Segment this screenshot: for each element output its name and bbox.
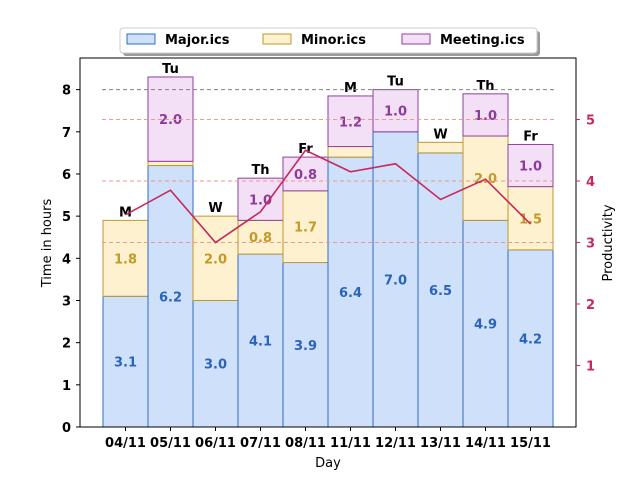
y-axis-right-title: Productivity <box>601 204 616 281</box>
y-axis-title: Time in hours <box>40 199 55 289</box>
segment-value-label: 7.0 <box>384 273 407 288</box>
productivity-line <box>125 149 532 244</box>
bar-segment-minor <box>462 135 509 221</box>
x-tick-label: 05/11 <box>150 436 191 451</box>
segment-value-label: 2.0 <box>159 113 182 128</box>
segment-value-label: 4.9 <box>474 318 497 333</box>
legend-label-minor: Minor.ics <box>301 33 366 48</box>
day-of-week-label: Th <box>251 163 269 178</box>
legend-label-major: Major.ics <box>165 33 230 48</box>
x-tick-label: 06/11 <box>195 436 236 451</box>
y-axis-left: 0 1 2 3 4 5 6 7 8 <box>62 84 80 436</box>
segment-value-label: 6.5 <box>429 284 452 299</box>
x-axis: 04/11 05/11 06/11 07/11 08/11 11/11 12/11 13/11… <box>105 427 551 451</box>
day-of-week-label: M <box>119 205 132 220</box>
y-tick-label: 5 <box>62 210 71 225</box>
bar-segment-major <box>282 262 329 428</box>
bar-segment-major <box>507 249 554 428</box>
y-right-tick-label: 3 <box>586 237 595 252</box>
bar-segment-minor <box>237 219 284 255</box>
segment-value-label: 4.1 <box>249 335 272 350</box>
legend-swatch-meeting <box>401 33 431 45</box>
y-tick-label: 6 <box>62 168 71 183</box>
guide-line-group <box>102 89 554 243</box>
x-tick-label: 11/11 <box>330 436 371 451</box>
x-axis-title: Day <box>315 456 341 471</box>
segment-value-label: 1.0 <box>474 109 497 124</box>
segment-label-group: 3.1 1.8 6.2 2.0 3.0 2.0 4.1 0.8 1.0 3.9 1.7 0.8 6.4 1… <box>114 105 542 373</box>
x-tick-label: 12/11 <box>375 436 416 451</box>
bar-segment-minor <box>192 215 239 301</box>
y-axis-right: 1 2 3 4 5 <box>576 114 595 375</box>
legend-swatch-major <box>126 33 156 45</box>
bar-segment-meeting <box>327 95 374 148</box>
day-of-week-label: Fr <box>523 129 538 144</box>
day-of-week-label: Th <box>476 79 494 94</box>
legend: Major.ics Minor.ics Meeting.ics <box>119 27 540 56</box>
bar-segment-major <box>462 219 509 428</box>
legend-label-meeting: Meeting.ics <box>440 33 525 48</box>
legend-box <box>119 27 538 54</box>
segment-value-label: 1.7 <box>294 221 317 236</box>
x-tick-label: 13/11 <box>420 436 461 451</box>
segment-value-label: 1.0 <box>384 105 407 120</box>
y-right-tick-label: 5 <box>586 114 595 129</box>
segment-value-label: 3.1 <box>114 356 137 371</box>
segment-value-label: 1.8 <box>114 252 137 267</box>
bar-group <box>102 76 554 428</box>
bar-segment-meeting <box>507 143 554 188</box>
y-tick-label: 2 <box>62 337 71 352</box>
x-tick-label: 07/11 <box>240 436 281 451</box>
segment-value-label: 0.8 <box>294 168 317 183</box>
bar-segment-minor <box>327 146 374 158</box>
bar-segment-minor <box>417 141 464 154</box>
segment-value-label: 1.2 <box>339 115 362 130</box>
day-of-week-label: Tu <box>387 75 404 90</box>
segment-value-label: 4.2 <box>519 332 542 347</box>
x-tick-label: 08/11 <box>285 436 326 451</box>
day-of-week-label: W <box>433 127 447 142</box>
x-tick-label: 04/11 <box>105 436 146 451</box>
y-tick-label: 3 <box>62 294 71 309</box>
day-of-week-label: Tu <box>162 62 179 77</box>
y-right-tick-label: 4 <box>586 175 595 190</box>
bar-segment-meeting <box>372 89 419 133</box>
bar-segment-major <box>102 295 149 428</box>
x-tick-label: 14/11 <box>465 436 506 451</box>
segment-value-label: 1.0 <box>519 160 542 175</box>
bar-segment-major <box>327 156 374 428</box>
segment-value-label: 6.4 <box>339 286 362 301</box>
bar-segment-meeting <box>237 177 284 221</box>
bar-segment-minor <box>147 160 194 167</box>
bar-segment-meeting <box>462 93 509 137</box>
segment-value-label: 2.0 <box>204 252 227 267</box>
y-right-tick-label: 1 <box>586 360 595 375</box>
bar-segment-meeting <box>282 156 329 192</box>
bar-segment-minor <box>102 219 149 297</box>
day-of-week-label: W <box>208 201 222 216</box>
y-tick-label: 0 <box>62 421 71 436</box>
y-tick-label: 4 <box>62 252 71 267</box>
x-tick-label: 15/11 <box>510 436 551 451</box>
segment-value-label: 3.9 <box>294 339 317 354</box>
y-tick-label: 1 <box>62 379 71 394</box>
y-right-tick-label: 2 <box>586 298 595 313</box>
y-tick-label: 8 <box>62 84 71 99</box>
segment-value-label: 6.2 <box>159 290 182 305</box>
segment-value-label: 0.8 <box>249 231 272 246</box>
y-tick-label: 7 <box>62 126 71 141</box>
day-of-week-label: M <box>344 81 357 96</box>
bar-segment-major <box>417 152 464 428</box>
legend-swatch-minor <box>262 33 292 45</box>
segment-value-label: 1.5 <box>519 212 542 227</box>
segment-value-label: 3.0 <box>204 358 227 373</box>
